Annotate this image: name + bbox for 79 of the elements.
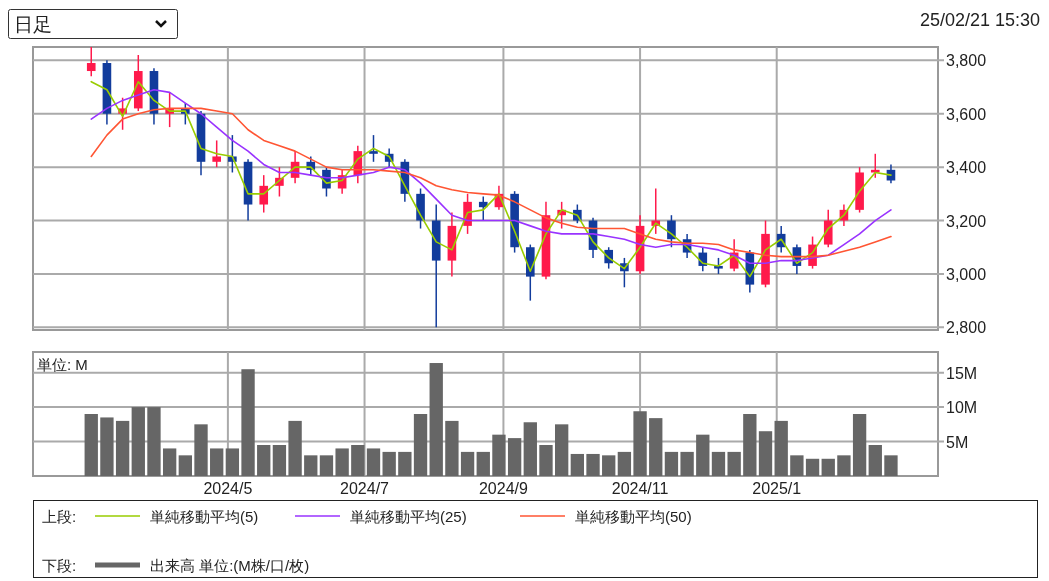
bar [821, 458, 835, 476]
bar [115, 420, 130, 476]
bar [382, 451, 396, 476]
x-tick-label: 2024/7 [340, 480, 390, 497]
bar [758, 431, 773, 476]
bar [398, 451, 412, 476]
legend-title: 上段: [42, 508, 77, 525]
legend-label: 単純移動平均(25) [350, 508, 467, 525]
bar [649, 418, 663, 476]
bar [539, 445, 553, 476]
bar [805, 458, 820, 476]
bar [429, 363, 443, 476]
candlestick [86, 46, 96, 78]
legend-title: 下段: [42, 557, 77, 574]
bar [711, 451, 726, 476]
bar [225, 448, 240, 476]
text: 25/02/21 15:30 [919, 10, 1040, 30]
bar [617, 451, 632, 476]
x-tick-label: 2024/9 [478, 480, 528, 497]
bar [696, 434, 710, 476]
bar [257, 445, 271, 476]
bar [288, 420, 302, 476]
bar [743, 414, 757, 476]
bar [241, 369, 255, 476]
x-tick-label: 2024/11 [611, 480, 669, 497]
y-tick-label: 3,600 [946, 105, 987, 123]
annotation: 単位: M [37, 356, 88, 373]
bar [570, 453, 585, 476]
bar [131, 407, 145, 476]
bar [774, 420, 788, 476]
bar [335, 448, 349, 476]
y-tick-label: 2,800 [946, 319, 987, 337]
bar [194, 424, 208, 476]
bar [523, 422, 537, 476]
bar [633, 411, 647, 476]
bar [272, 445, 287, 476]
bar [837, 455, 851, 476]
bar [304, 455, 318, 476]
bar [476, 451, 490, 476]
bar [492, 434, 506, 476]
bar [507, 438, 522, 476]
legend-label: 単純移動平均(5) [150, 508, 259, 525]
y-tick-label: 3,200 [946, 212, 987, 230]
bar [162, 448, 177, 476]
y-tick-label: 3,800 [946, 52, 987, 70]
bar [147, 407, 161, 476]
bar [555, 424, 569, 476]
bar [852, 414, 867, 476]
bar [460, 451, 475, 476]
y-tick-label: 10M [946, 399, 978, 417]
bar [884, 455, 898, 476]
bar [586, 453, 600, 476]
bar [790, 455, 804, 476]
bar [366, 448, 381, 476]
bar [602, 455, 616, 476]
candlestick [212, 139, 221, 168]
bar [100, 417, 114, 476]
bar [413, 414, 428, 476]
bar [727, 451, 741, 476]
bar [868, 445, 882, 476]
bar [680, 451, 694, 476]
candlestick [369, 134, 378, 163]
bar [351, 445, 365, 476]
bar [445, 420, 459, 476]
y-tick-label: 15M [946, 364, 978, 382]
candlestick [259, 174, 269, 214]
x-tick-label: 2025/1 [752, 480, 802, 497]
bar [178, 455, 192, 476]
bar [84, 414, 98, 476]
x-tick-label: 2024/5 [203, 480, 253, 497]
bar [664, 451, 679, 476]
bar [319, 455, 334, 476]
y-tick-label: 3,000 [946, 265, 987, 283]
y-tick-label: 5M [946, 433, 969, 451]
legend-label: 単純移動平均(50) [575, 508, 692, 525]
text: 日足 [14, 14, 52, 35]
legend-label: 出来高 単位:(M株/口/枚) [150, 557, 310, 574]
bar [210, 448, 224, 476]
y-tick-label: 3,400 [946, 159, 987, 177]
